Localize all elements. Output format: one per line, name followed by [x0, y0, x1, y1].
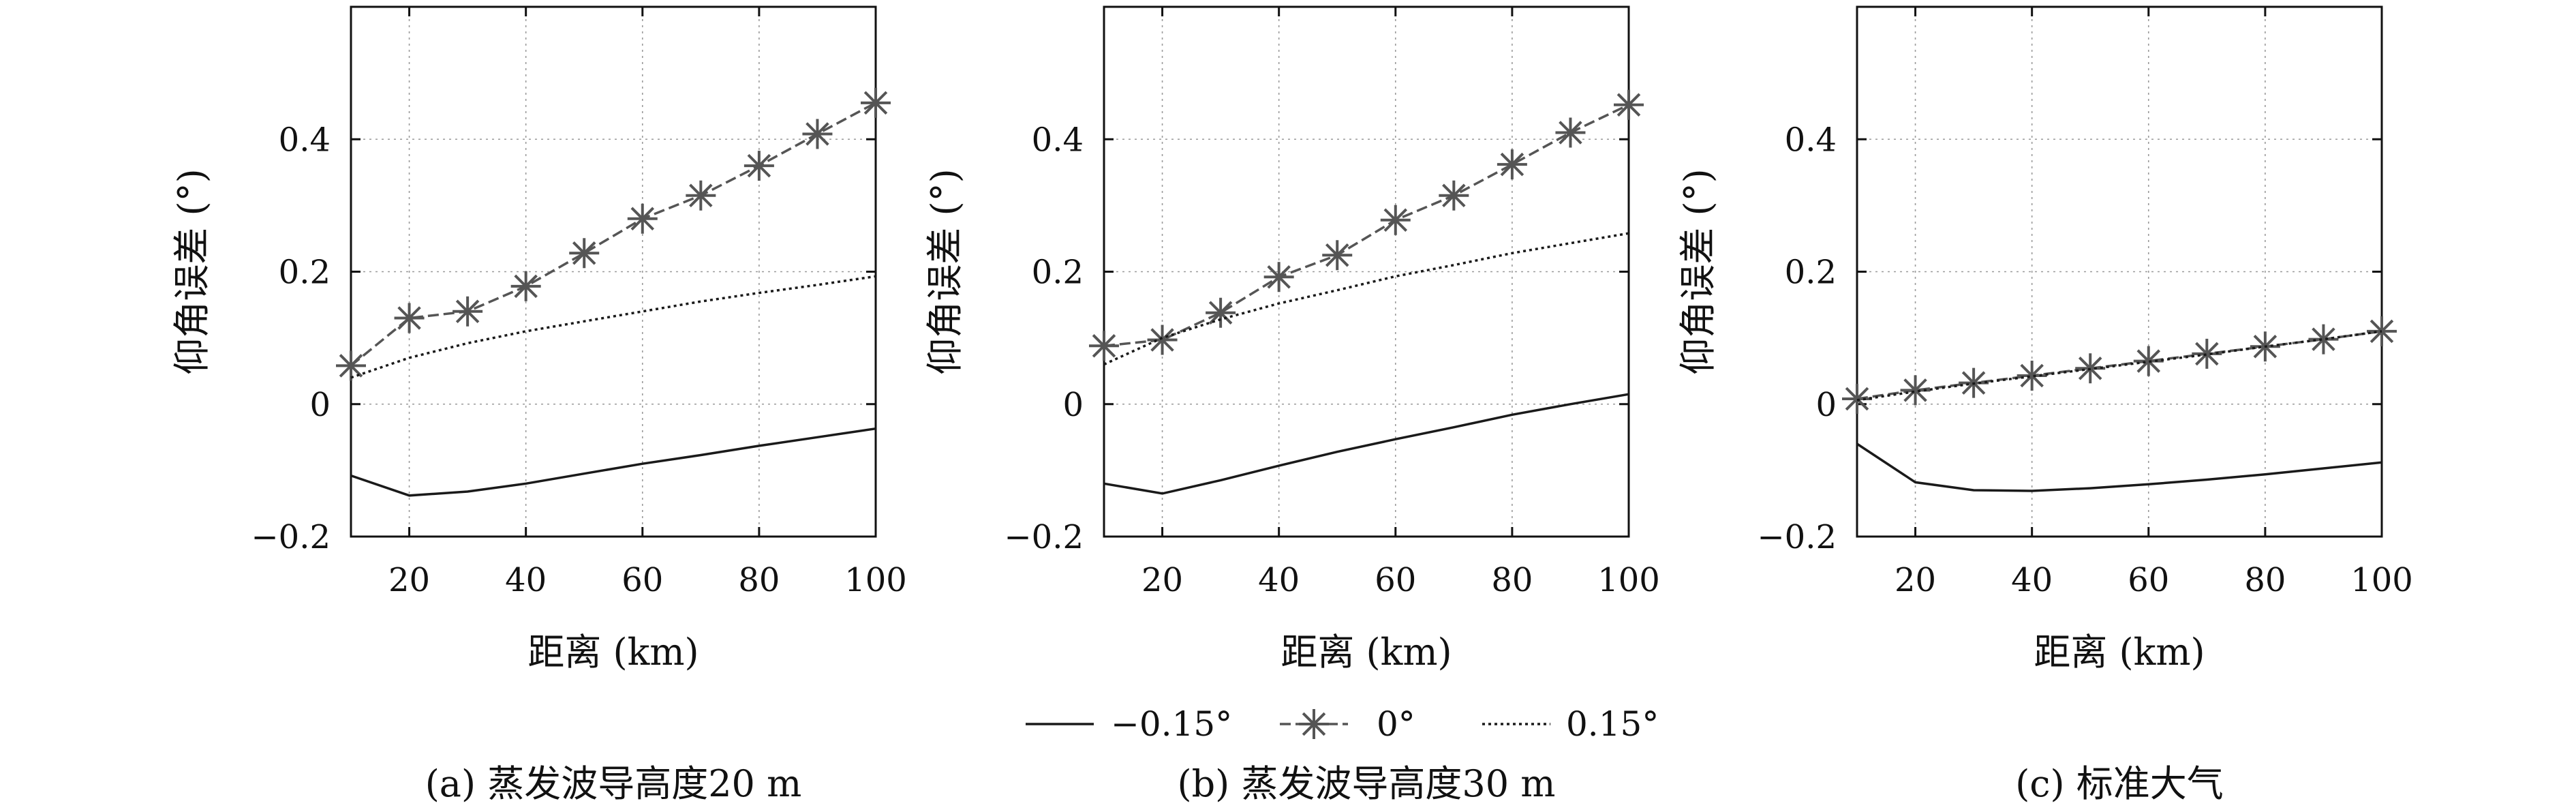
y-axis-label: 仰角误差 (°) [1676, 168, 1719, 374]
y-tick-label: 0.4 [1032, 121, 1084, 159]
data-point [861, 87, 891, 118]
legend-label-3: 0.15° [1566, 704, 1659, 744]
series-line-1 [1103, 393, 1629, 495]
y-tick-label: −0.2 [251, 518, 331, 556]
y-tick-label: −0.2 [1004, 518, 1084, 556]
data-point [1147, 325, 1178, 355]
data-point [1089, 331, 1119, 361]
y-axis-label: 仰角误差 (°) [923, 168, 966, 374]
series-line-3 [1103, 232, 1629, 366]
data-point [394, 303, 425, 333]
x-tick-label: 20 [388, 561, 430, 599]
data-point [336, 350, 366, 381]
x-tick-label: 100 [1597, 561, 1660, 599]
data-point [2308, 324, 2339, 355]
x-tick-label: 80 [2244, 561, 2286, 599]
y-tick-label: 0.4 [1785, 121, 1837, 159]
legend-marker [1299, 709, 1329, 739]
legend: −0.15° 0° 0.15° [1026, 704, 1659, 744]
x-tick-label: 60 [1375, 561, 1416, 599]
data-point [1380, 205, 1411, 235]
chart-panel-3: 20 40 60 80 100 −0.2 0 0.2 0.4 距离 (km) 仰角误差 (°) (c)… [1676, 5, 2413, 805]
y-tick-label: 0 [1062, 386, 1084, 424]
y-tick-label: 0.2 [279, 254, 331, 292]
x-tick-label: 100 [2350, 561, 2413, 599]
data-point [1263, 262, 1294, 292]
panel-caption: (a) 蒸发波导高度20 m [425, 762, 802, 805]
chart-panel-1: 20 40 60 80 100 −0.2 0 0.2 0.4 距离 (km) 仰角误差 (°) (a)… [170, 5, 907, 805]
y-tick-label: 0.4 [279, 121, 331, 159]
data-point [627, 203, 658, 234]
data-point [1555, 117, 1586, 148]
series-line-3 [1856, 330, 2382, 402]
data-point [743, 151, 774, 181]
data-point [453, 296, 483, 327]
x-tick-label: 80 [1491, 561, 1533, 599]
plot-frame [350, 5, 877, 538]
x-axis-label: 距离 (km) [1281, 631, 1452, 674]
x-tick-label: 80 [738, 561, 780, 599]
data-point [802, 119, 833, 149]
data-point [1614, 89, 1644, 120]
data-point [510, 271, 541, 301]
y-tick-label: 0 [1815, 386, 1837, 424]
series-line-2 [350, 102, 876, 367]
x-tick-label: 40 [505, 561, 547, 599]
y-tick-label: 0.2 [1032, 254, 1084, 292]
series-line-3 [350, 275, 876, 379]
x-tick-label: 100 [844, 561, 907, 599]
data-point [2017, 360, 2047, 391]
panel-caption: (b) 蒸发波导高度30 m [1178, 762, 1556, 805]
x-tick-label: 20 [1141, 561, 1183, 599]
y-tick-label: 0.2 [1785, 254, 1837, 292]
data-point [1322, 240, 1353, 271]
plot-frame [1103, 5, 1630, 538]
data-point [1206, 297, 1236, 328]
y-tick-label: 0 [309, 386, 331, 424]
x-axis-label: 距离 (km) [2034, 631, 2205, 674]
x-tick-label: 60 [622, 561, 663, 599]
x-tick-label: 40 [2011, 561, 2053, 599]
data-point [1842, 383, 1872, 414]
data-point [1439, 180, 1469, 211]
x-tick-label: 60 [2128, 561, 2169, 599]
chart-panel-2: 20 40 60 80 100 −0.2 0 0.2 0.4 距离 (km) 仰角误差 (°) (b)… [923, 5, 1660, 805]
plot-frame [1856, 5, 2383, 538]
series-line-2 [1103, 104, 1629, 348]
series-line-1 [350, 427, 876, 497]
x-tick-label: 40 [1258, 561, 1300, 599]
data-point [686, 180, 716, 211]
data-point [1497, 149, 1527, 180]
legend-label-1: −0.15° [1111, 704, 1232, 744]
legend-label-2: 0° [1377, 704, 1415, 744]
series-line-1 [1856, 442, 2382, 492]
data-point [569, 238, 600, 269]
panel-caption: (c) 标准大气 [2015, 762, 2224, 805]
x-axis-label: 距离 (km) [527, 631, 699, 674]
y-axis-label: 仰角误差 (°) [170, 168, 213, 374]
data-point [2133, 346, 2164, 376]
y-tick-label: −0.2 [1757, 518, 1837, 556]
x-tick-label: 20 [1895, 561, 1936, 599]
